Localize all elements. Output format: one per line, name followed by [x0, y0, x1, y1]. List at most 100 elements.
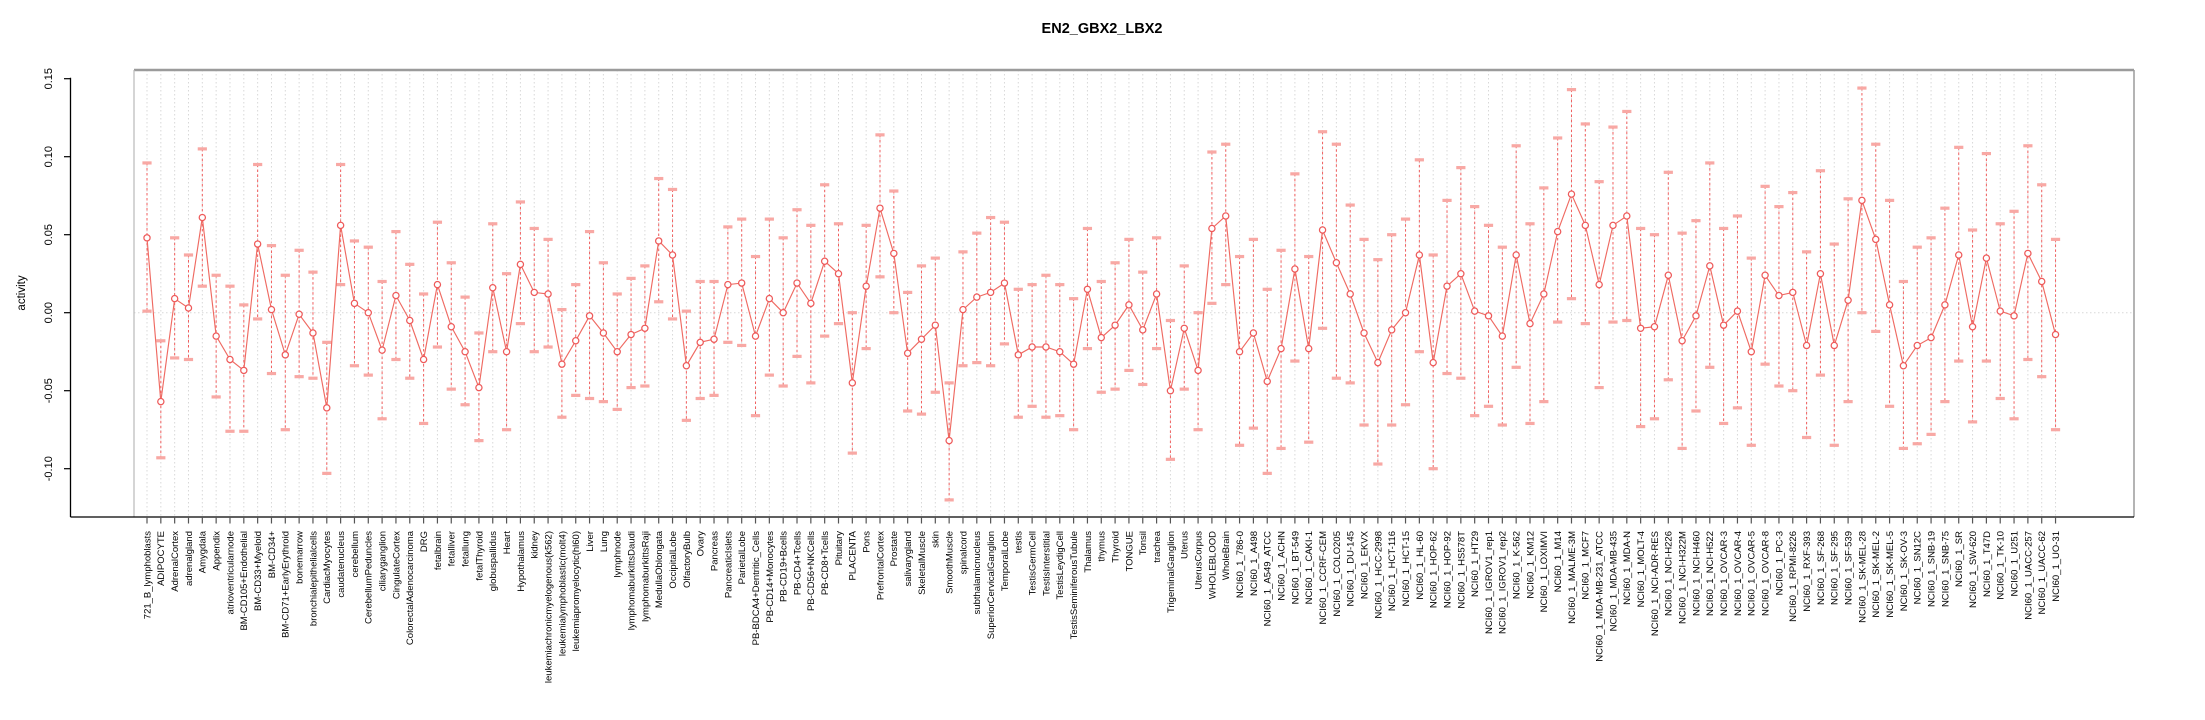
data-point — [1235, 347, 1244, 356]
data-point — [1540, 290, 1548, 298]
data-point — [1277, 344, 1285, 353]
x-tick-label: NCI60_1_MDA-MB-435 — [1608, 531, 1619, 631]
x-tick-label: NCI60_1_UO-31 — [2051, 531, 2062, 602]
data-point — [820, 257, 829, 265]
data-point — [1692, 312, 1700, 320]
x-tick-label: Pancreas — [709, 531, 720, 571]
data-point — [1069, 360, 1078, 368]
x-tick-label: leukemiachronicmyelogenous(k562) — [543, 531, 554, 683]
data-point — [226, 355, 234, 364]
x-tick-label: fetalbrain — [433, 531, 444, 570]
y-axis-layer: 0.15 0.10 0.05 0.00 -0.05 -0.10 — [43, 68, 72, 517]
data-point — [364, 308, 373, 317]
x-tick-label: NCI60_1_MDA-MB-231_ATCC — [1595, 531, 1606, 662]
data-point — [392, 291, 400, 300]
x-tick-label: lymphomaburkittsRaji — [640, 531, 651, 622]
x-tick-label: NCI60_1_NCI-H322M — [1678, 531, 1689, 624]
data-point — [2051, 330, 2060, 339]
x-tick-label: leukemiapromyelocytic(hl60) — [571, 531, 582, 651]
x-tick-label: NCI60_1_ACHN — [1276, 531, 1287, 601]
data-point — [1567, 190, 1576, 198]
data-point — [1761, 271, 1769, 279]
data-point — [323, 404, 331, 412]
x-tick-label: NCI60_1_MDA-N — [1622, 531, 1633, 605]
x-tick-label: fetallung — [460, 531, 471, 567]
data-point — [281, 351, 290, 359]
x-tick-label: subthalamicnucleus — [972, 531, 983, 615]
data-point — [2037, 277, 2046, 286]
x-tick-label: Tonsil — [1138, 531, 1149, 555]
gridlines-layer — [134, 70, 2134, 517]
y-tick-label: 0.15 — [43, 68, 55, 89]
data-point — [1000, 279, 1009, 287]
x-tick-label: NCI60_1_KM12 — [1525, 531, 1536, 599]
data-point — [668, 251, 677, 259]
y-tick-label: 0.10 — [43, 146, 55, 167]
data-point — [903, 349, 912, 357]
data-point — [253, 240, 262, 248]
data-point — [1125, 301, 1133, 309]
x-tick-label: OccipitalLobe — [668, 531, 679, 589]
x-tick-label: NCI60_1_COLO205 — [1332, 531, 1343, 617]
x-tick-label: NCI60_1_HCT-116 — [1387, 531, 1398, 611]
x-tick-label: TestisLeydigCell — [1055, 531, 1066, 600]
x-tick-label: NCI60_1_MOLT-4 — [1636, 531, 1647, 607]
x-tick-label: PB-CD19+Bcells — [779, 531, 790, 602]
x-tick-label: Pons — [862, 531, 873, 553]
data-point — [1706, 262, 1714, 270]
data-point — [295, 310, 303, 318]
data-point — [1263, 377, 1271, 386]
data-point — [1927, 333, 1935, 342]
data-point — [1512, 251, 1520, 259]
data-point — [1332, 259, 1341, 267]
data-point — [1996, 307, 2004, 315]
x-tick-label: PB-CD56+NKCells — [806, 531, 817, 611]
x-tick-label: kidney — [530, 531, 541, 559]
x-tick-label: NCI60_1_OVCAR-4 — [1733, 531, 1744, 616]
data-point — [1056, 347, 1064, 356]
data-point — [170, 294, 179, 303]
x-tick-label: TemporalLobe — [1000, 531, 1011, 591]
y-tick-label: -0.05 — [43, 378, 55, 403]
x-tick-label: SuperiorCervicalGanglion — [986, 531, 997, 639]
data-point — [641, 324, 649, 333]
data-point — [931, 321, 940, 329]
data-point — [1111, 321, 1119, 329]
x-tick-label: NCI60_1_A549_ATCC — [1263, 531, 1274, 627]
x-tick-label: NCI60_1_BT-549 — [1290, 531, 1301, 604]
data-point — [475, 383, 483, 392]
x-tick-label: spinalcord — [958, 531, 969, 574]
x-tick-label: NCI60_1_M14 — [1553, 531, 1564, 592]
x-tick-label: NCI60_1_NCI-H522 — [1705, 531, 1716, 616]
data-point — [1816, 269, 1825, 278]
x-tick-label: atrioventricularnode — [225, 531, 236, 614]
data-point — [890, 249, 898, 258]
x-tick-label: NCI60_1_SK-OV-3 — [1899, 531, 1910, 611]
x-tick-label: NCI60_1_SK-MEL-2 — [1871, 531, 1882, 618]
data-point — [1789, 288, 1797, 297]
data-point — [1775, 291, 1783, 300]
x-tick-label: lymphomaburkittsDaudi — [626, 531, 637, 630]
x-tick-label: NCI60_1_SF-295 — [1830, 531, 1841, 605]
x-tick-label: CingulateCortex — [391, 531, 402, 599]
x-tick-label: ParietalLobe — [737, 531, 748, 584]
data-point — [267, 305, 276, 314]
x-tick-label: NCI60_1_OVCAR-5 — [1747, 531, 1758, 616]
data-point — [1083, 285, 1092, 294]
x-tick-label: NCI60_1_SN12C — [1913, 531, 1924, 605]
x-tick-label: Uterus — [1180, 531, 1191, 559]
data-point — [1291, 265, 1299, 273]
x-tick-label: PrefrontalCortex — [875, 531, 886, 600]
data-point — [1222, 212, 1230, 220]
x-tick-label: NCI60_1_UACC-257 — [2023, 531, 2034, 620]
x-tick-label: TestisSeminiferousTubule — [1069, 531, 1080, 639]
data-point — [1941, 301, 1949, 309]
data-point — [198, 213, 207, 222]
data-point — [876, 204, 884, 212]
x-tick-label: PancreaticIslets — [723, 531, 734, 598]
x-tick-label: CardiacMyocytes — [322, 531, 333, 604]
data-point — [1304, 344, 1313, 353]
data-point — [793, 279, 801, 287]
data-point — [1968, 323, 1977, 331]
